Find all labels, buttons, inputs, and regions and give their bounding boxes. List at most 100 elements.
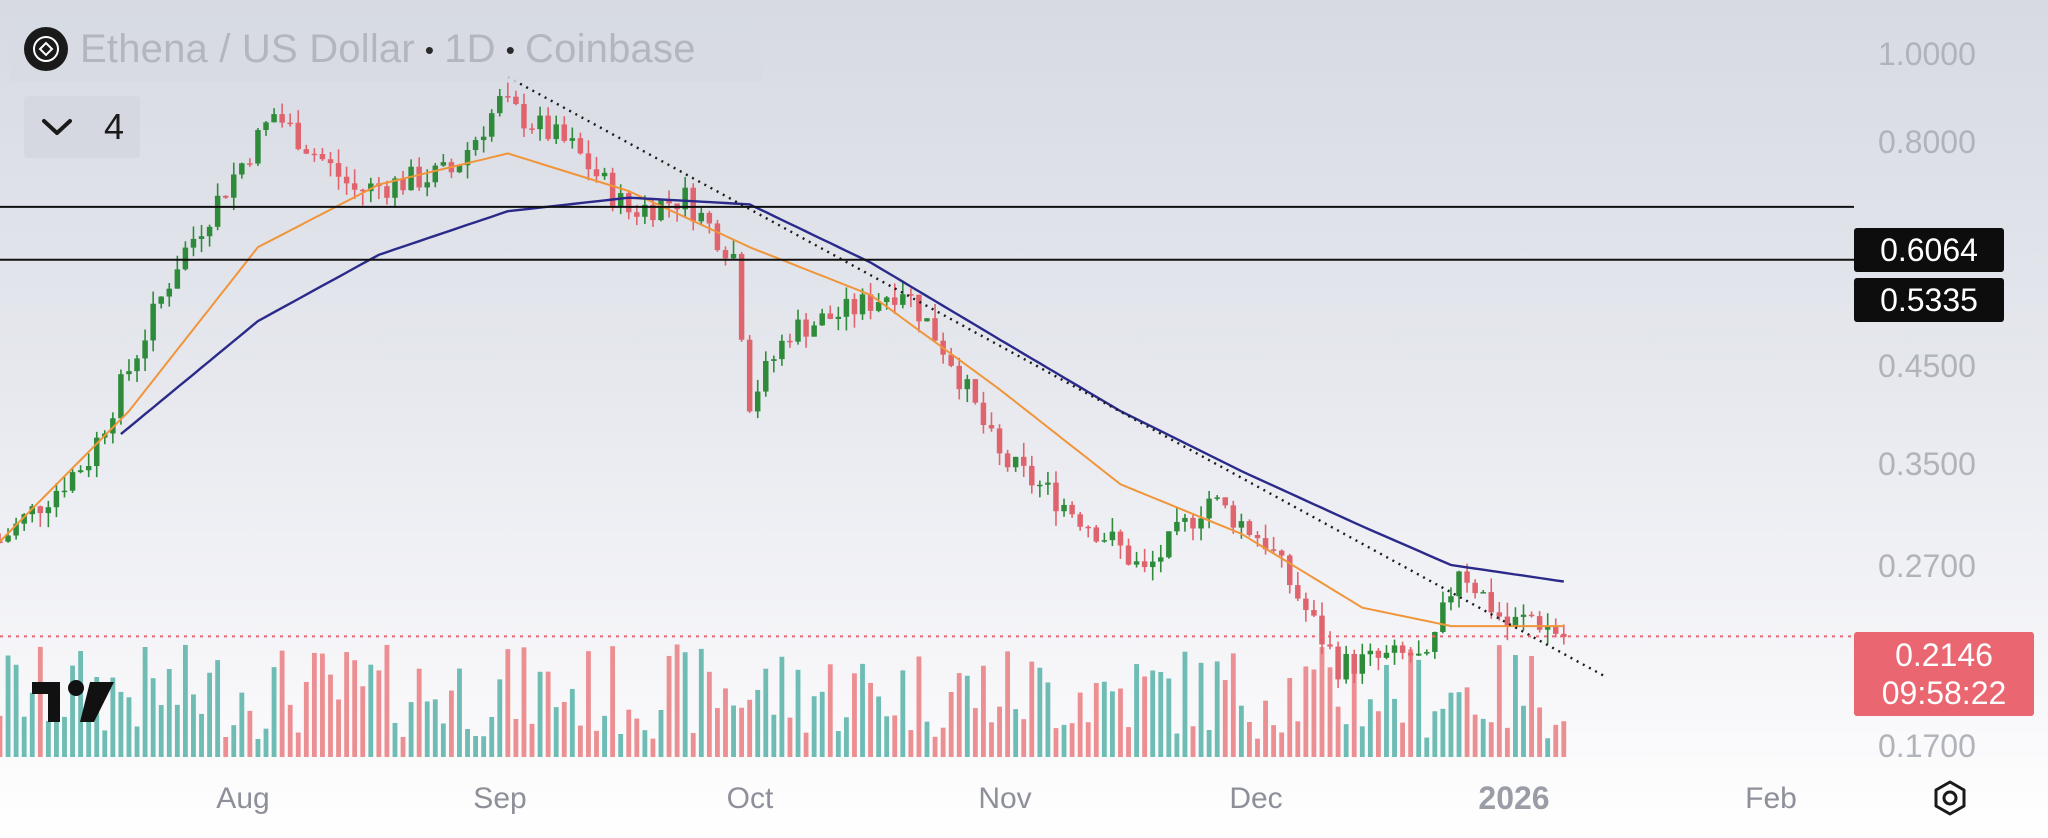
volume-bar: [602, 715, 607, 757]
candle: [1335, 641, 1341, 688]
volume-bar: [352, 660, 358, 757]
volume-bar: [626, 709, 632, 757]
candle: [609, 167, 616, 212]
volume-bar: [1085, 722, 1091, 757]
volume-bar: [384, 644, 390, 757]
candle: [327, 152, 334, 177]
candle: [1037, 480, 1043, 498]
volume-bar: [997, 706, 1002, 757]
candle: [295, 110, 301, 151]
volume-bar: [5, 655, 11, 757]
candle: [1045, 471, 1051, 495]
volume-bar: [0, 715, 3, 757]
current-price: 0.2146: [1895, 637, 1993, 673]
volume-bar: [1472, 714, 1478, 757]
tradingview-logo: [30, 680, 116, 729]
chart-settings-button[interactable]: [1930, 778, 1970, 818]
volume-bar: [1448, 692, 1454, 757]
volume-bar: [239, 692, 245, 757]
candle: [1061, 498, 1067, 517]
volume-bar: [191, 694, 196, 757]
volume-bar: [150, 678, 156, 757]
candle: [851, 293, 858, 328]
volume-bar: [1029, 661, 1035, 757]
volume-bar: [392, 722, 398, 757]
volume-bar: [1053, 728, 1059, 757]
indicators-toggle-button[interactable]: 4: [24, 96, 140, 158]
level-price-label[interactable]: 0.5335: [1854, 278, 2004, 322]
volume-bar: [416, 668, 422, 757]
volume-bar: [1327, 667, 1333, 757]
volume-bar: [1126, 727, 1131, 757]
exchange-label: Coinbase: [525, 26, 696, 71]
volume-bar: [545, 671, 551, 757]
candle: [1553, 618, 1559, 638]
volume-bar: [1101, 681, 1107, 757]
volume-bar: [1005, 651, 1011, 757]
volume-bar: [1182, 651, 1188, 757]
candle: [311, 148, 318, 162]
volume-bar: [320, 653, 325, 757]
candle: [1101, 532, 1108, 543]
volume-bar: [473, 735, 479, 757]
candle: [924, 318, 930, 322]
candle: [1456, 570, 1462, 608]
volume-bar: [360, 686, 366, 757]
volume-bar: [182, 644, 188, 757]
interval-label[interactable]: 1D: [444, 26, 496, 71]
volume-bar: [94, 676, 100, 757]
candle: [376, 177, 382, 200]
volume-bar: [1061, 724, 1067, 757]
volume-bar: [1440, 708, 1446, 757]
candle: [255, 128, 261, 166]
volume-bar: [134, 726, 140, 757]
volume-bar: [795, 669, 801, 757]
candle: [658, 198, 664, 222]
level-price-label[interactable]: 0.6064: [1854, 228, 2004, 272]
candle: [1198, 506, 1204, 541]
volume-bar: [803, 732, 809, 757]
volume-bar: [1247, 721, 1252, 757]
volume-bar: [521, 647, 527, 757]
volume-bar: [158, 705, 164, 757]
candle: [956, 357, 962, 400]
volume-bar: [916, 656, 922, 757]
volume-bar: [892, 715, 898, 757]
candle: [682, 176, 688, 218]
candle: [1472, 579, 1478, 599]
candle: [1536, 611, 1543, 633]
candle: [900, 280, 906, 309]
candle: [13, 517, 19, 540]
horizontal-levels[interactable]: [0, 205, 1854, 638]
symbol-header[interactable]: Ethena / US Dollar • 1D • Coinbase: [10, 16, 762, 82]
volume-bar: [594, 730, 599, 757]
candle: [569, 127, 576, 149]
volume-bar: [279, 650, 285, 757]
volume-bar: [1118, 688, 1123, 757]
volume-bar: [1496, 645, 1502, 757]
candle: [29, 503, 35, 523]
candle: [488, 109, 495, 142]
volume-bar: [747, 699, 753, 757]
candle: [239, 162, 245, 179]
volume-bar: [215, 660, 221, 757]
candle: [988, 412, 995, 432]
candle: [706, 210, 713, 234]
price-axis-label: 0.8000: [1878, 124, 1976, 160]
candle: [867, 283, 874, 320]
candle: [1319, 602, 1325, 654]
candle: [1270, 536, 1277, 554]
candle: [37, 505, 44, 527]
volume-bar: [723, 688, 728, 757]
volume-bar: [21, 716, 27, 757]
time-axis-label: Feb: [1745, 782, 1797, 815]
volume-bar: [440, 723, 446, 757]
moving-average-fast: [0, 152, 1564, 628]
candle: [1133, 551, 1140, 568]
volume-bar: [408, 702, 414, 757]
volume-bar: [400, 736, 406, 757]
candle: [875, 293, 882, 313]
volume-bar: [972, 708, 978, 757]
volume-bar: [682, 652, 688, 757]
